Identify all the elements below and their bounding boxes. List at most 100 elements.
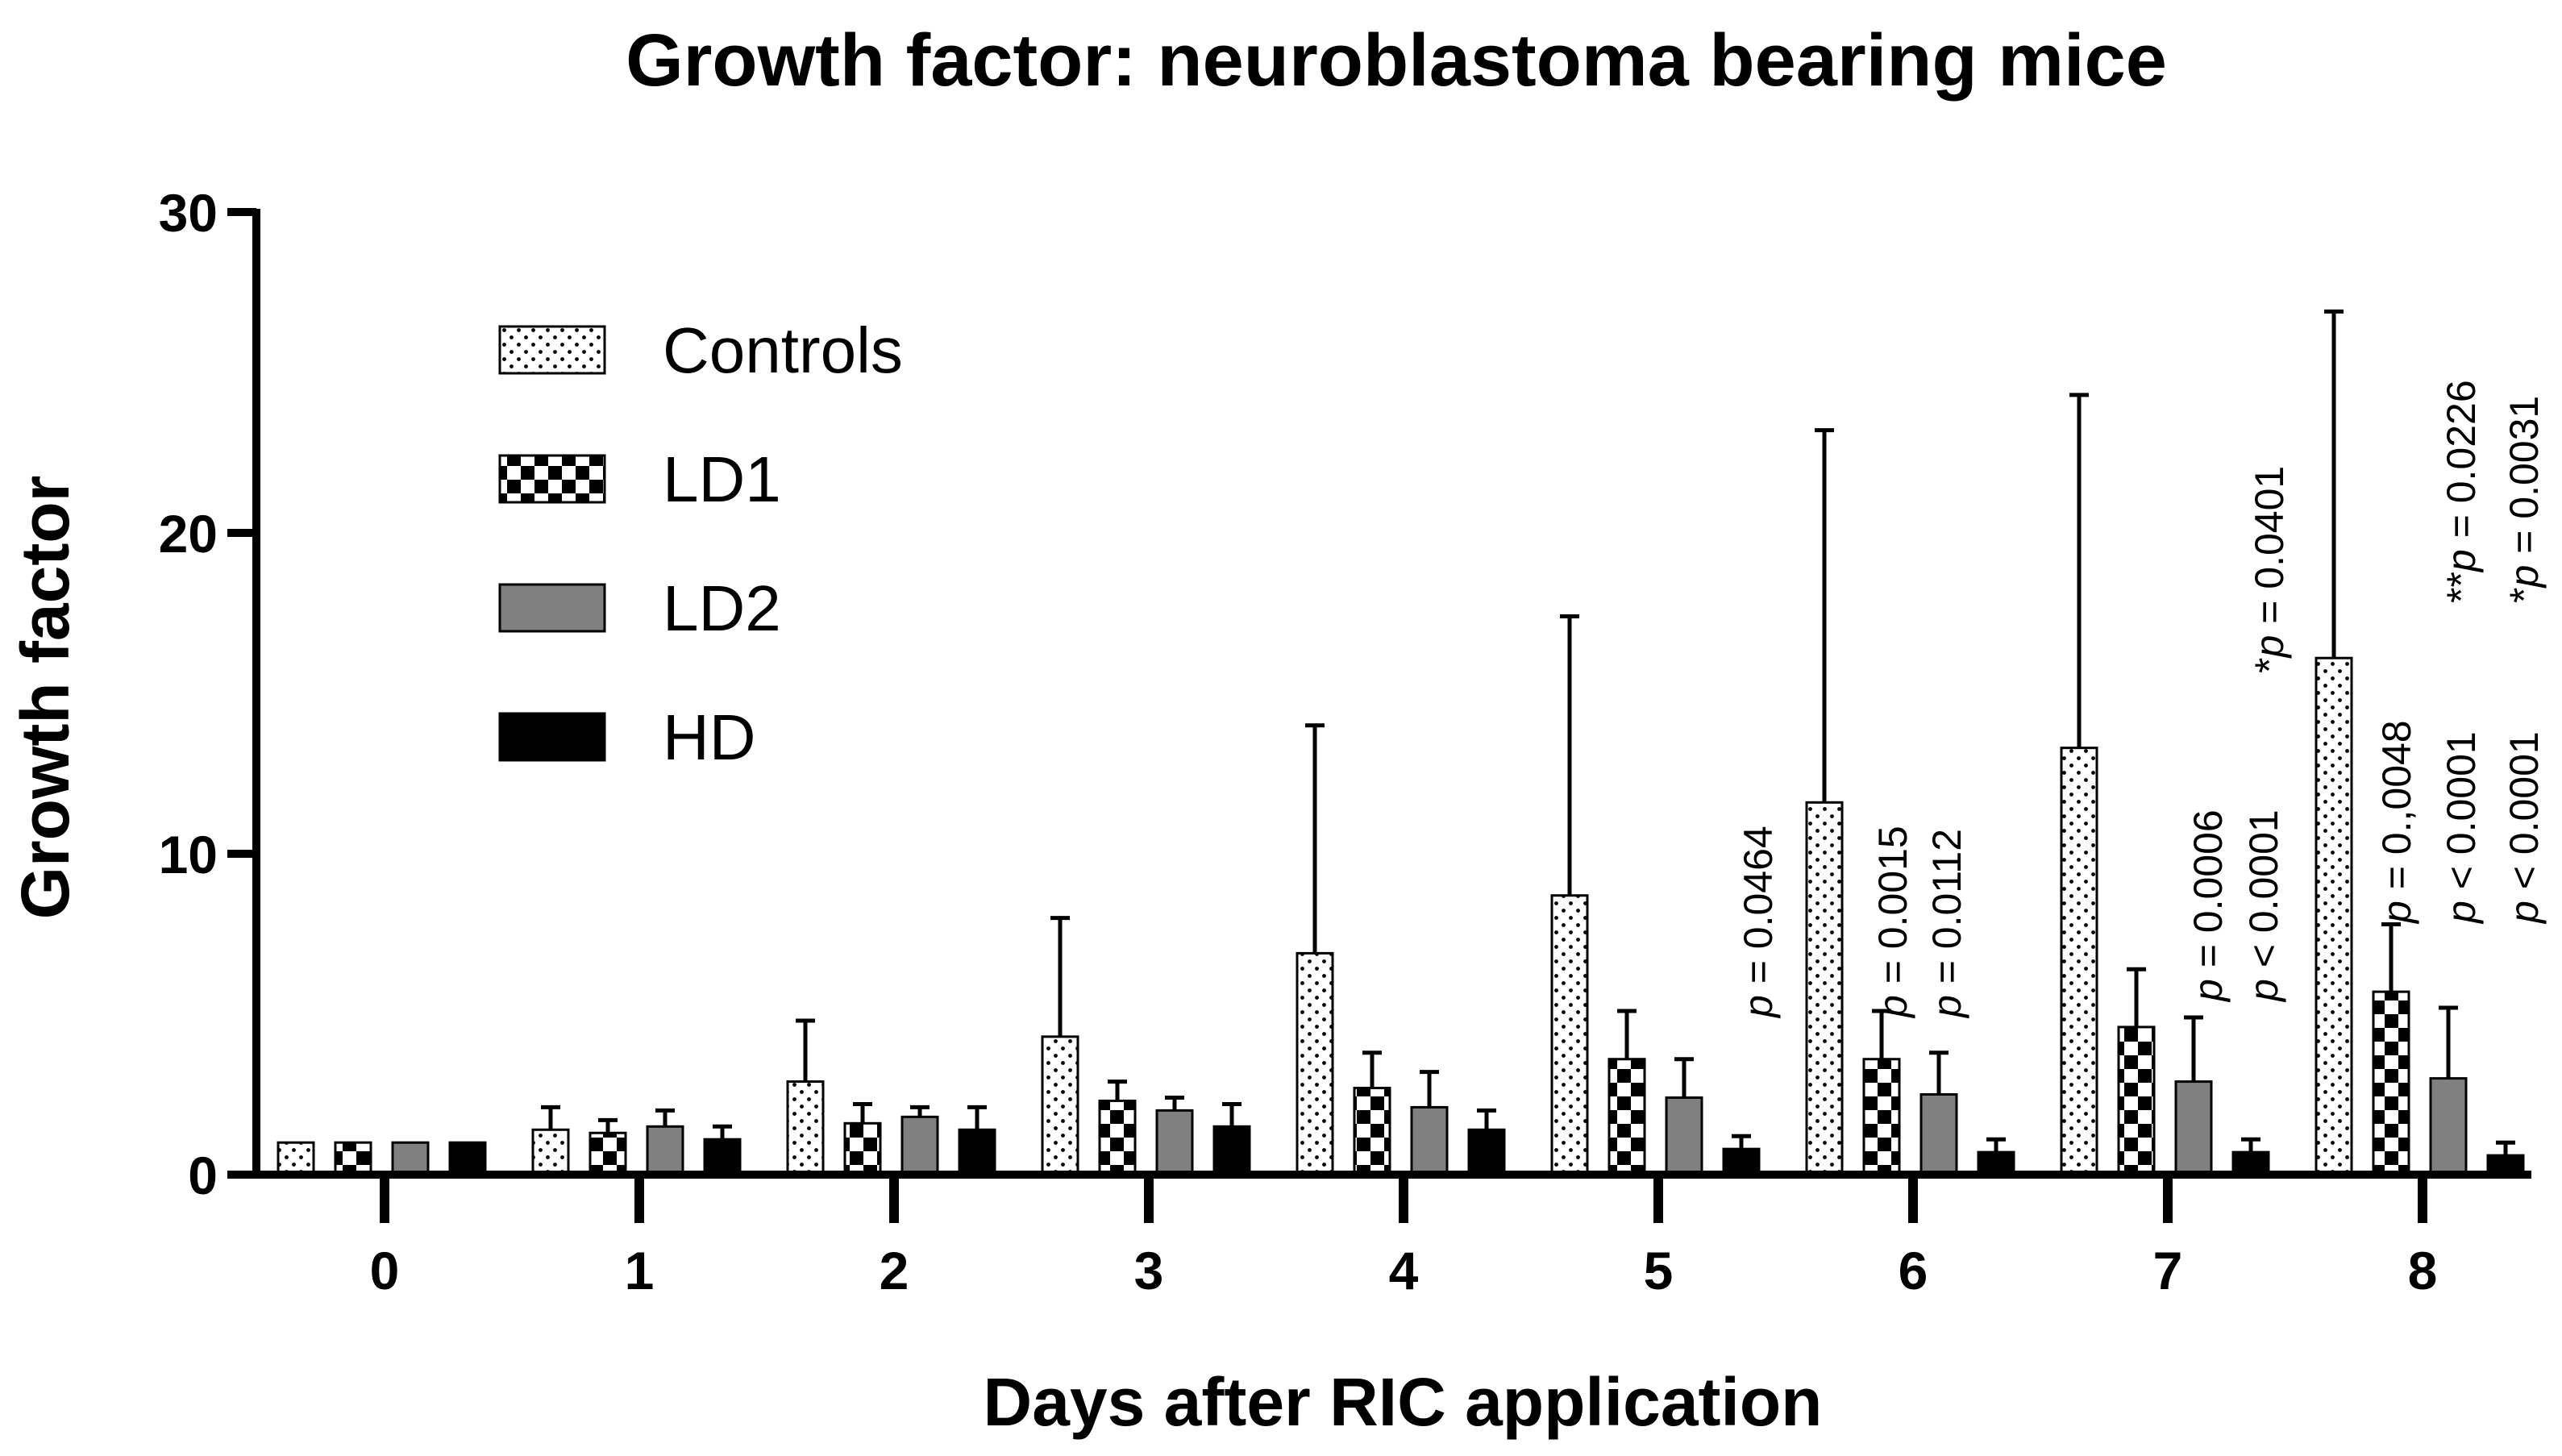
error-bar-ld2-day-4 (1420, 1070, 1439, 1108)
bar-hd-day-0 (448, 1141, 487, 1176)
chart-title: Growth factor: neuroblastoma bearing mic… (626, 19, 2167, 102)
error-bar-ld2-day-8 (2439, 1005, 2458, 1079)
error-bar-ld2-day-2 (910, 1104, 930, 1117)
p-value-day-7-1: p = 0.0006 (2186, 809, 2231, 1003)
bar-hd-day-4 (1467, 1128, 1506, 1176)
bar-ld1-day-1 (589, 1131, 627, 1176)
error-bar-controls-day-2 (796, 1018, 815, 1082)
p-value-day-8-4: p < 0.0001 (2502, 731, 2547, 925)
error-bar-ld2-day-1 (655, 1108, 675, 1127)
bar-ld1-day-6 (1862, 1058, 1901, 1176)
legend-label-hd: HD (663, 701, 756, 773)
error-bar-controls-day-8 (2324, 309, 2344, 659)
error-bar-ld1-day-6 (1872, 1009, 1891, 1059)
error-bar-hd-day-6 (1986, 1137, 2006, 1153)
bar-ld1-day-5 (1607, 1058, 1646, 1176)
error-bar-hd-day-8 (2496, 1140, 2515, 1156)
bar-ld2-day-5 (1665, 1096, 1703, 1176)
bar-controls-day-7 (2060, 747, 2098, 1176)
error-bar-ld2-day-3 (1165, 1095, 1184, 1111)
bar-ld2-day-7 (2174, 1080, 2213, 1176)
error-bar-ld1-day-5 (1617, 1009, 1637, 1059)
bar-controls-day-8 (2315, 656, 2353, 1176)
bar-hd-day-2 (958, 1128, 996, 1176)
bar-ld1-day-4 (1353, 1087, 1391, 1176)
legend-swatch-ld1 (498, 454, 606, 504)
bar-hd-day-1 (703, 1138, 742, 1176)
bar-ld2-day-8 (2429, 1077, 2468, 1176)
legend-label-controls: Controls (663, 314, 903, 386)
bar-ld1-day-3 (1098, 1099, 1137, 1176)
error-bar-ld1-day-1 (598, 1117, 618, 1134)
p-value-day-8-2: p < 0.0001 (2439, 731, 2484, 925)
x-tick-label-5: 5 (1644, 1241, 1674, 1300)
error-bar-hd-day-1 (713, 1124, 732, 1140)
y-tick-label-0: 0 (188, 1146, 218, 1205)
bar-controls-day-1 (531, 1128, 570, 1176)
error-bar-controls-day-4 (1305, 723, 1325, 954)
x-tick-label-6: 6 (1899, 1241, 1928, 1300)
error-bar-hd-day-5 (1732, 1134, 1751, 1150)
x-tick-label-8: 8 (2408, 1241, 2438, 1300)
legend-item-ld2: LD2 (498, 572, 781, 644)
bar-ld2-day-1 (646, 1125, 684, 1176)
error-bar-ld2-day-7 (2184, 1015, 2203, 1082)
p-value-day-7-2: p < 0.0001 (2241, 809, 2286, 1003)
error-bar-hd-day-4 (1477, 1108, 1496, 1130)
x-tick-label-4: 4 (1389, 1241, 1419, 1300)
bar-ld1-day-8 (2372, 990, 2410, 1176)
bar-controls-day-3 (1041, 1035, 1079, 1176)
legend-swatch-ld2 (498, 583, 606, 633)
bar-controls-day-6 (1805, 801, 1844, 1176)
error-bar-ld2-day-5 (1674, 1057, 1694, 1098)
legend-swatch-hd (498, 712, 606, 762)
p-value-day-6-1: p = 0.0015 (1870, 826, 1915, 1019)
error-bar-ld2-day-6 (1929, 1050, 1949, 1095)
bar-ld1-day-7 (2117, 1025, 2156, 1176)
error-bars (541, 309, 2515, 1156)
bar-controls-day-4 (1296, 951, 1334, 1176)
y-axis-title: Growth factor (7, 476, 83, 920)
x-axis-title: Days after RIC application (984, 1364, 1823, 1440)
bar-ld2-day-4 (1410, 1105, 1449, 1176)
p-value-day-8-1: p = 0.,0048 (2374, 720, 2419, 925)
error-bar-controls-day-3 (1050, 916, 1070, 1037)
bar-hd-day-3 (1212, 1125, 1251, 1176)
x-tick-label-0: 0 (370, 1241, 400, 1300)
bar-ld2-day-0 (391, 1141, 430, 1176)
legend-item-controls: Controls (498, 314, 903, 386)
axes: 0 10 20 30 0 1 2 3 4 5 6 7 8 (159, 183, 2531, 1300)
legend-item-hd: HD (498, 701, 756, 773)
y-tick-label-10: 10 (159, 825, 218, 884)
y-tick-label-30: 30 (159, 183, 218, 243)
p-value-day-8-3: **p = 0.0226 (2439, 380, 2484, 603)
bar-ld2-day-2 (900, 1115, 939, 1176)
error-bar-controls-day-6 (1815, 428, 1834, 803)
error-bar-hd-day-3 (1222, 1101, 1241, 1127)
legend-item-ld1: LD1 (498, 443, 781, 515)
error-bar-hd-day-2 (967, 1104, 987, 1130)
legend: Controls LD1 LD2 HD (498, 314, 903, 773)
x-tick-label-2: 2 (880, 1241, 909, 1300)
p-value-day-6-2: p = 0.0112 (1924, 829, 1969, 1019)
error-bar-controls-day-7 (2069, 393, 2089, 748)
bars (277, 656, 2525, 1176)
bar-ld2-day-3 (1155, 1109, 1194, 1176)
x-tick-label-3: 3 (1134, 1241, 1164, 1300)
p-value-day-5-1: p = 0.0464 (1736, 826, 1781, 1019)
legend-label-ld1: LD1 (663, 443, 781, 515)
bar-controls-day-0 (277, 1141, 315, 1176)
error-bar-controls-day-1 (541, 1104, 560, 1130)
legend-label-ld2: LD2 (663, 572, 781, 644)
legend-swatch-controls (498, 325, 606, 375)
error-bar-ld1-day-2 (853, 1101, 872, 1124)
bar-controls-day-2 (786, 1080, 825, 1176)
error-bar-ld1-day-7 (2127, 967, 2146, 1027)
bar-controls-day-5 (1550, 894, 1589, 1176)
bar-ld2-day-6 (1919, 1093, 1958, 1176)
x-tick-label-7: 7 (2153, 1241, 2183, 1300)
y-tick-label-20: 20 (159, 504, 218, 564)
bar-ld1-day-2 (843, 1121, 882, 1176)
